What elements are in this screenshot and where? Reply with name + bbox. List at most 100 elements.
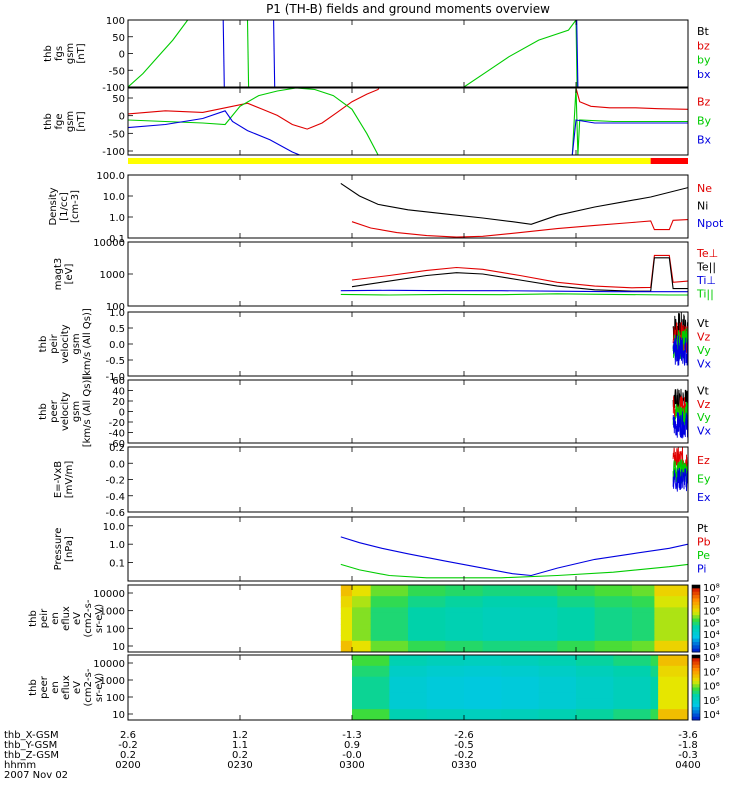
fgs-ytick-label: 100 [106,16,125,27]
peir_spec-heat-cell [352,618,372,625]
peer_vel-ylabel-line: velocity [60,392,71,431]
density-ylabel-line: [cm-3] [70,190,81,223]
peir_spec-heat-cell [352,629,372,636]
peer_spec-heat-cell [352,703,390,710]
peir_vel-ylabel-line: [km/s (All Qs)] [82,308,93,380]
peer_spec-heat-cell [538,676,577,683]
efield-ytick-label: 0.2 [109,443,125,454]
peir_spec-heat-cell [520,596,558,603]
peer_spec-heat-cell [538,709,577,716]
peer_spec-heat-cell [613,692,652,699]
fge-frame [127,87,689,156]
peer_spec-heat-cell [650,665,659,672]
peer_spec-heat-cell [352,660,390,667]
peer_vel-ytick-label: 60 [112,376,125,387]
peer_spec-ylabel-line: en [50,681,61,694]
fge-ytick-label: 0 [119,112,125,123]
density-series-Ni [340,182,688,225]
peir_vel-legend-Vy: Vy [697,344,711,357]
peir_spec-ylabel-line: en [50,612,61,625]
peer_spec-colorbar-step [692,684,700,688]
peir_vel-noise-blue [672,334,688,366]
peer_spec-heat-cell [650,692,659,699]
peir_spec-heat-cell [352,607,372,614]
peer_spec-heat-cell [613,671,652,678]
peir_spec-colorbar-step [692,601,700,606]
peir_spec-heat-cell [557,596,596,603]
peer_spec-colorbar: 10⁸ 10⁷ 10⁶ 10⁵ 10⁴ [691,653,720,721]
peer_spec-heat-cell [658,703,688,710]
peer_spec-heat-cell [613,660,652,667]
peir_spec-heat-cell [482,624,521,631]
peer_spec-heat-cell [464,687,502,694]
fgs-series-bx [273,20,276,87]
peer_spec-heat-cell [658,698,688,705]
density-ytick-label: 0.1 [109,234,125,245]
peer_spec-heat-cell [464,703,502,710]
peer_spec-colorbar-step [692,694,700,698]
peir_spec-colorbar-label: 10⁷ [703,595,720,606]
peir_spec-heat-cell [408,607,446,614]
peir_spec-heat-cell [352,646,372,652]
fge-ytick-label: 50 [112,94,125,105]
peer_spec-heat-cell [650,687,659,694]
efield-noise-green [672,458,688,484]
efield-legend-Ey: Ey [697,473,711,486]
peir_spec-heat-cell [340,635,353,642]
peir_vel-ylabel-line: peir [49,333,60,353]
peir_vel-legend-Vt: Vt [697,317,710,330]
peir_spec-heat-cell [632,640,655,647]
peer_spec-heat-cell [389,665,428,672]
peir_spec-heat-cell [594,618,633,625]
peir_spec-colorbar-label: 10⁵ [703,618,720,629]
xaxis-row-value: -0.3 [678,750,698,761]
peir_vel-ylabel-line: gsm [71,333,82,354]
peir_spec-heat-cell [520,618,558,625]
peer_spec-colorbar-step [692,658,700,662]
pressure-ylabel-line: [nPa] [64,536,75,562]
peer_spec-heat-cell [613,703,652,710]
peir_spec-ylabel-line: eV [72,612,83,625]
fgs-ylabel-line: gsm [65,43,76,64]
peer_spec-ylabel-line: eflux [61,675,72,700]
peir_spec-heat-cell [370,635,409,642]
peer_spec-heat-cell [538,703,577,710]
peir_vel-legend-Vx: Vx [697,357,712,370]
peir_spec-ytick-label: 10000 [93,589,125,600]
peer_spec-heat-cell [576,703,614,710]
fge-legend-By: By [697,115,712,128]
peir_spec-heat-cell [445,640,484,647]
peir_spec-colorbar-step [692,598,700,603]
peer_spec-heat-cell [576,687,614,694]
fgs-series-by [128,20,189,87]
peer_vel-ytick-label: 20 [112,397,125,408]
peir_spec-colorbar-step [692,638,700,643]
peir_spec-heat-cell [594,640,633,647]
temp-ylabel-line: magt3 [53,258,64,291]
peir_spec-heat-cell [654,646,688,652]
peir_vel-ylabel-line: thb [38,336,49,353]
fgs-plot-area [128,20,579,87]
pressure-frame [127,516,689,582]
peer_spec-heat-cell [426,665,465,672]
peer_spec-heat-cell [352,714,390,720]
fgs-ylabel-line: thb [43,45,54,62]
peer_spec-heat-cell [538,655,577,661]
peer_spec-heat-cell [426,709,465,716]
density-ytick-label: 1.0 [109,213,125,224]
peir_spec-heat-cell [520,624,558,631]
peir_vel-plot-area [672,312,688,366]
peer_vel-legend-Vx: Vx [697,424,712,437]
peer_vel-ytick-label: 40 [112,387,125,398]
peir_spec-heat-cell [520,629,558,636]
peir_spec-heat-cell [370,646,409,652]
peer_spec-heat-cell [650,714,659,720]
peir_spec-heat-cell [340,607,353,614]
fge-ylabel-line: gsm [65,111,76,132]
fge-legend-Bz: Bz [697,96,711,109]
peir_spec-heat-cell [340,646,353,652]
peer_spec-heat-cell [658,714,688,720]
peir_spec-heat-cell [632,612,655,619]
